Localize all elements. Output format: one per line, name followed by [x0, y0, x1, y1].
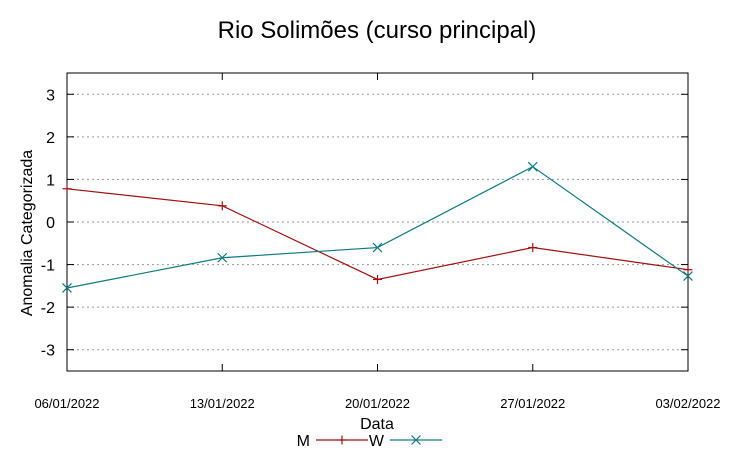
y-tick-label: -2 — [41, 300, 55, 317]
legend-label-w: W — [369, 433, 385, 450]
data-point-m — [373, 274, 382, 284]
data-point-m — [683, 265, 693, 275]
y-axis-label: Anomalia Categorizada — [19, 150, 36, 316]
legend-marker-w — [411, 435, 421, 445]
data-point-w — [217, 252, 228, 263]
x-tick-label: 03/02/2022 — [655, 396, 720, 411]
grid-lines — [67, 93, 688, 351]
y-tick-label: -3 — [41, 343, 55, 360]
y-tick-label: 2 — [46, 130, 55, 147]
y-tick-label: 3 — [46, 87, 55, 104]
data-point-m — [528, 243, 538, 253]
data-point-w — [527, 161, 538, 172]
legend-label-m: M — [297, 433, 310, 450]
x-tick-label: 13/01/2022 — [190, 396, 255, 411]
x-tick-label: 27/01/2022 — [500, 396, 565, 411]
series-line-m — [66, 188, 689, 281]
y-tick-label: 1 — [46, 172, 55, 189]
y-tick-label: -1 — [41, 258, 55, 275]
series-group — [62, 161, 693, 293]
y-tick-label: 0 — [46, 215, 55, 232]
data-point-w — [372, 242, 383, 253]
series-line-w — [66, 165, 689, 289]
data-point-w — [62, 283, 72, 293]
y-axis-ticks: 3 2 1 0 -1 -2 -3 — [41, 87, 688, 360]
data-point-m — [217, 201, 227, 211]
x-axis-ticks: 06/01/2022 13/01/2022 20/01/2022 27/01/2022… — [34, 73, 721, 411]
data-point-w — [683, 271, 693, 281]
legend-marker-m — [337, 435, 347, 445]
data-point-m — [62, 184, 72, 194]
chart-title: Rio Solimões (curso principal) — [218, 17, 537, 44]
x-axis-label: Data — [360, 416, 394, 433]
x-tick-label: 06/01/2022 — [34, 396, 99, 411]
x-tick-label: 20/01/2022 — [345, 396, 410, 411]
